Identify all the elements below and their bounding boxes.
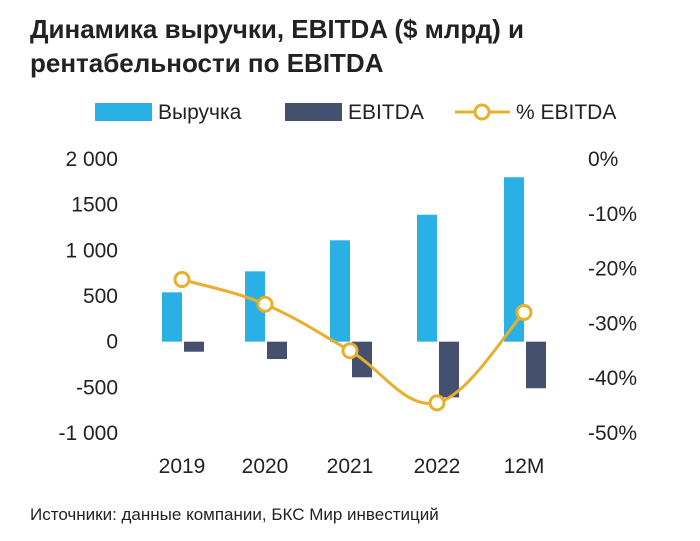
legend: Выручка EBITDA % EBITDA [95, 101, 616, 124]
right-tick-label: -20% [588, 258, 637, 281]
right-tick-label: 0% [588, 148, 618, 171]
margin-line [173, 271, 533, 412]
right-tick-label: -30% [588, 312, 637, 335]
revenue-bar [245, 271, 265, 342]
left-tick-label: 2 000 [65, 148, 118, 171]
ebitda-bar [184, 341, 204, 352]
chart-title: Динамика выручки, EBITDA ($ млрд) и рент… [30, 12, 670, 80]
legend-label-margin: % EBITDA [516, 101, 616, 124]
legend-swatch-revenue [95, 103, 152, 121]
x-tick-label: 2020 [242, 455, 289, 478]
margin-point [173, 271, 191, 289]
left-tick-label: 1500 [71, 194, 118, 217]
x-tick-label: 12M [504, 455, 545, 478]
x-axis-ticks: 2019 2020 2021 2022 12M [159, 455, 545, 478]
margin-line-path [181, 278, 526, 406]
revenue-bar [504, 177, 524, 342]
legend-swatch-margin-marker [473, 103, 491, 121]
x-tick-label: 2022 [414, 455, 461, 478]
left-tick-label: 0 [106, 331, 118, 354]
legend-label-revenue: Выручка [158, 101, 242, 124]
revenue-bar [417, 214, 437, 342]
ebitda-bar [526, 341, 546, 389]
left-axis-ticks: 2 000 1500 1 000 500 0 -500 -1 000 [58, 148, 118, 445]
x-tick-label: 2019 [159, 455, 206, 478]
revenue-bar [162, 292, 182, 342]
title-line-2: рентабельности по EBITDA [30, 48, 384, 78]
left-tick-label: 1 000 [65, 239, 118, 262]
margin-point [341, 342, 359, 360]
right-axis-ticks: 0% -10% -20% -30% -40% -50% [588, 148, 637, 445]
right-tick-label: -40% [588, 367, 637, 390]
source-note: Источники: данные компании, БКС Мир инве… [30, 505, 439, 524]
legend-label-ebitda: EBITDA [348, 101, 424, 124]
x-tick-label: 2021 [327, 455, 374, 478]
margin-point [515, 303, 533, 321]
legend-swatch-ebitda [285, 103, 342, 121]
margin-point [256, 295, 274, 313]
right-tick-label: -50% [588, 422, 637, 445]
ebitda-bar [267, 341, 287, 360]
ebitda-bar [439, 341, 459, 398]
margin-point [428, 394, 446, 412]
bars [162, 177, 546, 398]
left-tick-label: -500 [76, 376, 118, 399]
title-line-1: Динамика выручки, EBITDA ($ млрд) и [30, 14, 525, 44]
revenue-bar [330, 240, 350, 342]
left-tick-label: -1 000 [58, 422, 118, 445]
right-tick-label: -10% [588, 203, 637, 226]
left-tick-label: 500 [83, 285, 118, 308]
